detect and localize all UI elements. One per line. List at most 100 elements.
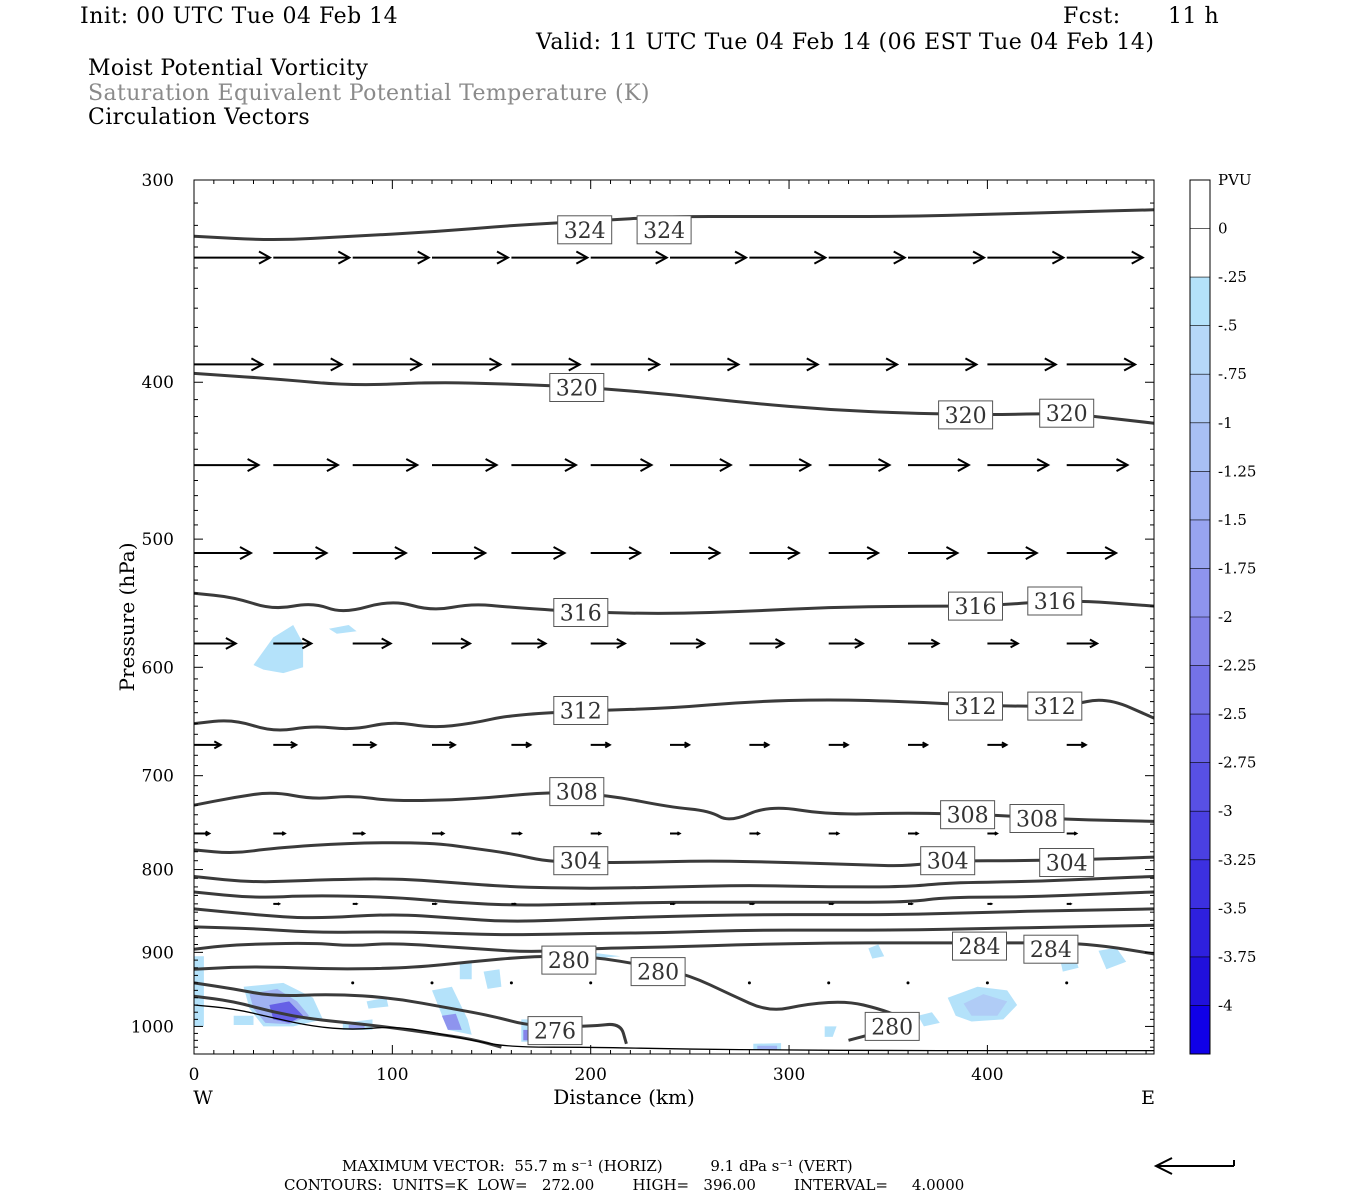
circulation-vector xyxy=(511,638,548,649)
vector-head xyxy=(835,831,841,836)
circulation-vector xyxy=(828,902,835,906)
init-time: Init: 00 UTC Tue 04 Feb 14 xyxy=(80,4,399,29)
vector-head xyxy=(553,546,567,560)
vector-head xyxy=(756,831,761,836)
pv-region xyxy=(963,994,1008,1016)
y-axis-title: Pressure (hPa) xyxy=(115,543,139,692)
contour-label-text: 324 xyxy=(564,219,606,244)
circulation-vector xyxy=(590,831,603,836)
circulation-vector xyxy=(1066,357,1138,372)
circulation-vector xyxy=(352,637,393,650)
circulation-vector xyxy=(432,637,473,650)
vector-head xyxy=(568,357,582,372)
vector-head xyxy=(854,638,865,649)
vector-head xyxy=(798,458,813,472)
contour-label-box xyxy=(1009,804,1065,833)
circulation-vector xyxy=(828,357,900,372)
vector-head xyxy=(1051,250,1066,265)
vector-head xyxy=(719,458,733,472)
vector-head xyxy=(930,638,941,649)
contour-label-box xyxy=(553,696,609,725)
colorbar-label: -2.25 xyxy=(1218,657,1256,675)
theta-contour-284 xyxy=(193,941,1155,956)
vector-head xyxy=(1010,638,1020,649)
vector-head xyxy=(564,458,579,472)
vector-head xyxy=(885,357,900,372)
contour-label-304: 304 xyxy=(553,846,609,876)
circulation-vector xyxy=(273,458,341,472)
vector-head xyxy=(440,831,446,836)
contour-label-box xyxy=(1027,586,1083,616)
circulation-vector xyxy=(194,250,273,265)
circulation-vector xyxy=(908,458,971,472)
colorbar-label: -2 xyxy=(1218,608,1233,626)
vector-head xyxy=(409,357,424,372)
circulation-vector xyxy=(987,741,1009,749)
contour-label-text: 284 xyxy=(1030,938,1072,963)
pv-region xyxy=(253,625,304,674)
circulation-vector xyxy=(273,546,329,560)
pv-region xyxy=(441,1013,462,1030)
circulation-vector xyxy=(1065,981,1069,985)
circulation-vector xyxy=(432,741,457,749)
contour-label-312: 312 xyxy=(1027,691,1083,721)
vector-head xyxy=(394,546,408,560)
circulation-vector xyxy=(511,458,579,472)
contour-info: CONTOURS: UNITS=K LOW= 272.00 HIGH= 396.… xyxy=(284,1176,965,1194)
circulation-vector xyxy=(749,638,786,649)
contour-label-text: 284 xyxy=(959,935,1001,960)
vector-head xyxy=(893,250,907,265)
x-tick-label: 300 xyxy=(773,1065,805,1085)
pv-region xyxy=(459,960,472,980)
circulation-vector xyxy=(828,831,841,836)
contour-label-box xyxy=(1039,398,1095,428)
colorbar: PVU 0 -.25 -.5 -.75 -1 -1.25 -1.5 -1.75 -2 -2.25 -2… xyxy=(1189,171,1256,1055)
contour-label-316: 316 xyxy=(948,591,1003,621)
circulation-vector xyxy=(908,546,960,560)
contour-label-text: 308 xyxy=(947,804,989,829)
circulation-vector xyxy=(511,250,590,265)
circulation-vector xyxy=(670,357,741,372)
colorbar-swatch xyxy=(1190,908,1210,958)
pv-region xyxy=(366,997,389,1009)
colorbar-swatch xyxy=(1190,568,1210,618)
colorbar-swatch xyxy=(1190,471,1210,521)
vector-head xyxy=(910,902,914,906)
circulation-vector xyxy=(352,357,424,372)
circulation-vector xyxy=(432,546,488,560)
circulation-vector xyxy=(590,902,597,906)
contour-label-308: 308 xyxy=(1009,804,1065,833)
vector-dot xyxy=(827,981,831,985)
colorbar-swatch xyxy=(1190,1005,1210,1055)
vector-head xyxy=(434,902,438,906)
vector-head xyxy=(593,902,597,906)
circulation-vector xyxy=(985,981,989,985)
contour-label-320: 320 xyxy=(1039,398,1095,428)
circulation-vector xyxy=(908,250,987,265)
contour-label-box xyxy=(527,1016,583,1046)
vector-layer xyxy=(194,250,1145,985)
circulation-vector xyxy=(1066,458,1130,472)
vector-head xyxy=(1123,357,1138,372)
circulation-vector xyxy=(987,902,994,906)
colorbar-swatch xyxy=(1190,519,1210,569)
vector-head xyxy=(496,250,511,265)
contour-label-box xyxy=(1027,691,1083,721)
circulation-vector xyxy=(749,741,771,749)
vector-head xyxy=(315,546,329,560)
colorbar-label: -.5 xyxy=(1218,317,1237,335)
y-tick-label: 700 xyxy=(142,767,174,787)
contour-label-box xyxy=(948,591,1003,621)
theta-contour-300 xyxy=(193,875,1155,890)
pv-region xyxy=(432,986,472,1035)
circulation-vector xyxy=(352,250,431,265)
x-tick-label: 100 xyxy=(376,1065,408,1085)
circulation-vector xyxy=(1066,250,1145,265)
circulation-vector xyxy=(670,638,707,649)
contour-label-312: 312 xyxy=(948,691,1003,721)
vector-head xyxy=(405,458,420,472)
vector-head xyxy=(301,637,314,650)
colorbar-swatch xyxy=(1190,859,1210,909)
vector-head xyxy=(247,458,261,472)
ground-line xyxy=(193,1004,1154,1052)
